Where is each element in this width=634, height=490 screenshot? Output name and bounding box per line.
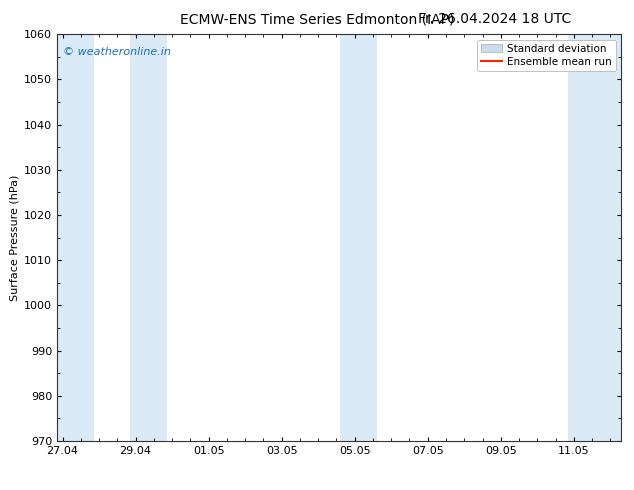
Bar [568,34,621,441]
Y-axis label: Surface Pressure (hPa): Surface Pressure (hPa) [10,174,20,301]
Bar [340,34,358,441]
Bar [57,34,94,441]
Text: © weatheronline.in: © weatheronline.in [63,47,171,56]
Bar [358,34,377,441]
Bar [130,34,167,441]
Legend: Standard deviation, Ensemble mean run: Standard deviation, Ensemble mean run [477,40,616,71]
Text: ECMW-ENS Time Series Edmonton (IAP): ECMW-ENS Time Series Edmonton (IAP) [180,12,454,26]
Text: Fr. 26.04.2024 18 UTC: Fr. 26.04.2024 18 UTC [418,12,571,26]
